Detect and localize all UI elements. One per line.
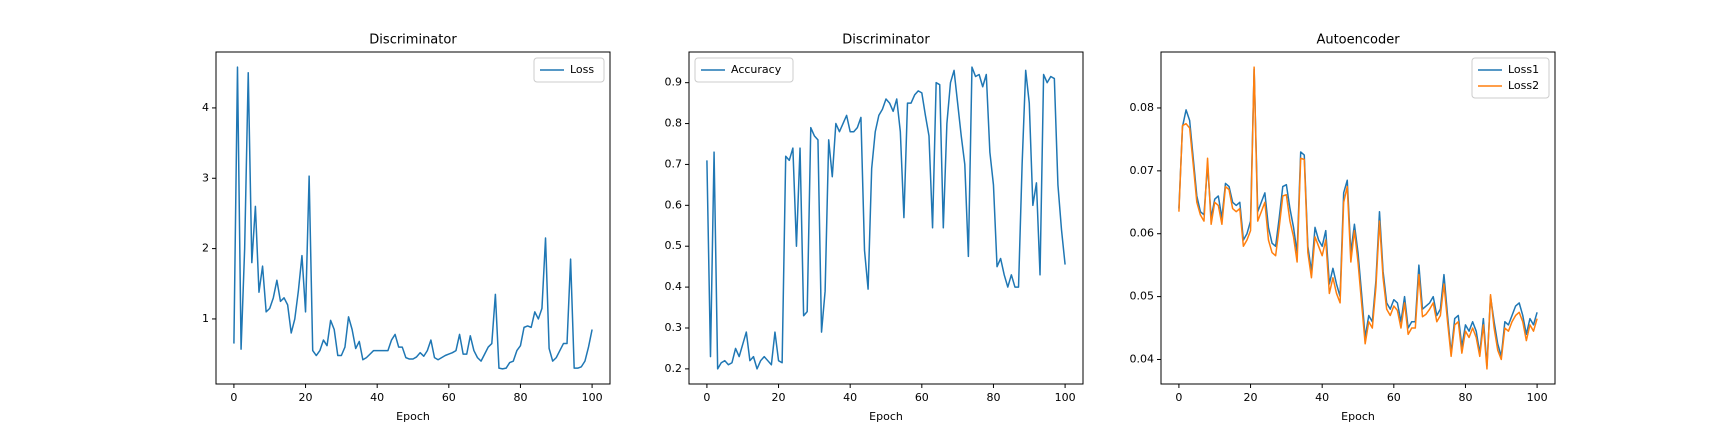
y-tick-label: 0.6 — [665, 198, 683, 211]
x-axis-label: Epoch — [1341, 410, 1375, 423]
y-tick-label: 3 — [202, 171, 209, 184]
axes-frame — [215, 51, 611, 385]
data-line — [706, 66, 1066, 370]
y-tick-label: 0.4 — [665, 280, 683, 293]
x-tick-label: 20 — [1244, 391, 1258, 404]
y-tick-label: 4 — [202, 101, 209, 114]
y-tick-label: 0.5 — [665, 239, 683, 252]
chart-title: Discriminator — [369, 33, 457, 48]
chart-title: Autoencoder — [1316, 33, 1400, 48]
y-tick-label: 0.08 — [1130, 101, 1155, 114]
x-tick-label: 80 — [513, 391, 527, 404]
x-tick-label: 60 — [915, 391, 929, 404]
x-tick-label: 100 — [582, 391, 603, 404]
x-tick-label: 60 — [442, 391, 456, 404]
x-axis-label: Epoch — [396, 410, 430, 423]
x-tick-label: 40 — [843, 391, 857, 404]
chart-title: Discriminator — [842, 33, 930, 48]
y-tick-label: 0.9 — [665, 76, 683, 89]
y-tick-label: 1 — [202, 312, 209, 325]
legend-label: Accuracy — [731, 63, 782, 76]
legend-label: Loss — [570, 63, 594, 76]
y-tick-label: 0.8 — [665, 117, 683, 130]
y-tick-label: 0.07 — [1130, 164, 1155, 177]
data-line — [1178, 68, 1538, 367]
legend-label: Loss1 — [1508, 63, 1539, 76]
data-line — [1178, 66, 1538, 370]
axes-frame — [1160, 51, 1556, 385]
y-tick-label: 0.3 — [665, 321, 683, 334]
legend-box — [533, 57, 605, 83]
x-tick-label: 40 — [1315, 391, 1329, 404]
x-tick-label: 80 — [1458, 391, 1472, 404]
x-tick-label: 60 — [1387, 391, 1401, 404]
x-tick-label: 100 — [1055, 391, 1076, 404]
y-tick-label: 0.04 — [1130, 352, 1155, 365]
legend-label: Loss2 — [1508, 79, 1539, 92]
y-tick-label: 2 — [202, 242, 209, 255]
legend-box — [694, 57, 794, 83]
data-line — [233, 66, 593, 370]
x-tick-label: 0 — [1175, 391, 1182, 404]
x-tick-label: 0 — [703, 391, 710, 404]
x-tick-label: 0 — [230, 391, 237, 404]
y-tick-label: 0.7 — [665, 157, 683, 170]
axes-frame — [688, 51, 1084, 385]
x-tick-label: 20 — [299, 391, 313, 404]
y-tick-label: 0.2 — [665, 362, 683, 375]
x-tick-label: 20 — [772, 391, 786, 404]
x-axis-label: Epoch — [869, 410, 903, 423]
x-tick-label: 100 — [1527, 391, 1548, 404]
y-tick-label: 0.06 — [1130, 227, 1155, 240]
x-tick-label: 80 — [986, 391, 1000, 404]
y-tick-label: 0.05 — [1130, 290, 1155, 303]
legend-box — [1471, 57, 1550, 99]
x-tick-label: 40 — [370, 391, 384, 404]
